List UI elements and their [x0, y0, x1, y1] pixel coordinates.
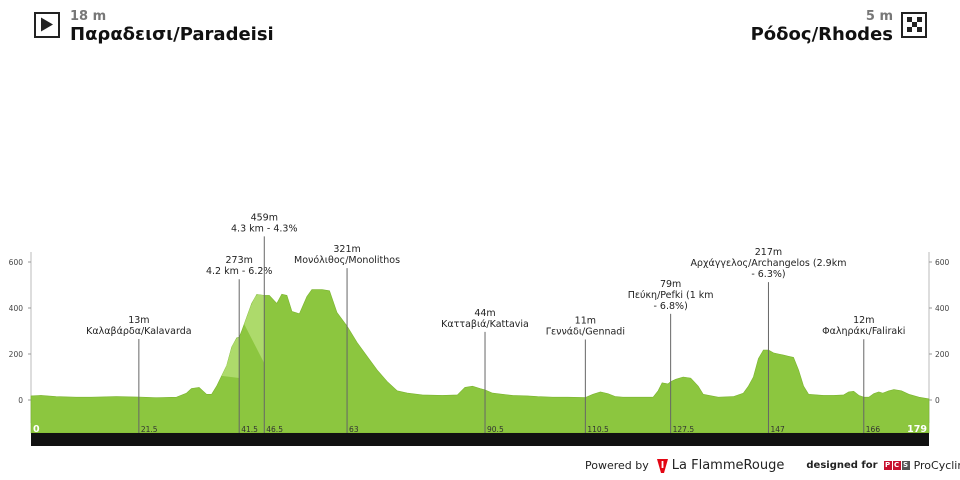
climb-annotation-text: 44m [474, 308, 495, 319]
footer-credits: Powered by La FlammeRouge designed for P… [585, 458, 960, 473]
y-tick-label-right: 600 [935, 258, 950, 267]
y-tick-label-right: 200 [935, 350, 950, 359]
climb-annotation-text: Καττaβιά/Kattavia [441, 319, 529, 330]
climb-annotation-text: - 6.3%) [751, 269, 785, 280]
climb-annotation-text: 12m [853, 315, 874, 326]
distance-label: 179 [907, 424, 927, 435]
distance-baseline-bar [31, 433, 929, 446]
distance-label: 21.5 [141, 425, 158, 434]
climb-annotation-text: Φαληράκι/Faliraki [822, 326, 905, 337]
climb-annotation-text: 13m [128, 315, 149, 326]
climb-annotation-text: Καλαβάρδα/Kalavarda [86, 326, 191, 337]
start-location: Παραδεισι/Paradeisi [70, 24, 274, 45]
finish-location: Ρόδος/Rhodes [750, 24, 893, 45]
powered-by-text: Powered by [585, 459, 649, 472]
climb-annotation-text: Αρχάγγελος/Archangelos (2.9km [690, 258, 846, 269]
y-tick-label-right: 400 [935, 304, 950, 313]
y-tick-label-left: 0 [18, 396, 23, 405]
climb-highlight [244, 294, 265, 364]
checkered-flag-icon [901, 12, 927, 38]
y-tick-label-left: 200 [9, 350, 24, 359]
pcs-logo-icon: P C S [883, 461, 911, 470]
flamme-rouge-logo-icon [656, 458, 668, 473]
pcs-letter: P [883, 461, 892, 470]
climb-annotation-text: 11m [575, 315, 596, 326]
climb-annotation-text: 79m [660, 279, 681, 290]
climb-annotation-text: Γεννάδι/Gennadi [546, 326, 625, 337]
procyclingstats-brand: ProCyclingStats [913, 459, 960, 472]
start-elevation: 18 m [70, 9, 107, 24]
climb-annotation-text: 273m [226, 255, 253, 266]
climb-highlight [221, 337, 240, 378]
finish-elevation: 5 m [865, 9, 893, 24]
distance-label: 63 [349, 425, 359, 434]
climb-annotation-text: 321m [333, 244, 360, 255]
pcs-letter: C [892, 461, 901, 470]
flamme-rouge-brand: La FlammeRouge [671, 458, 785, 473]
climb-annotation-text: 4.3 km - 4.3% [231, 223, 298, 234]
distance-label: 110.5 [587, 425, 609, 434]
y-tick-label-right: 0 [935, 396, 940, 405]
distance-label: 147 [770, 425, 785, 434]
distance-label: 46.5 [266, 425, 283, 434]
distance-label: 41.5 [241, 425, 258, 434]
climb-annotation-text: Μονόλιθος/Monolithos [294, 255, 400, 266]
climb-annotation-text: 459m [251, 212, 278, 223]
distance-label: 90.5 [487, 425, 504, 434]
y-tick-label-left: 600 [9, 258, 24, 267]
distance-label: 0 [33, 424, 40, 435]
climb-annotation-text: - 6.8%) [653, 301, 687, 312]
distance-label: 166 [866, 425, 881, 434]
pcs-letter: S [901, 461, 910, 470]
y-tick-label-left: 400 [9, 304, 24, 313]
distance-label: 127.5 [673, 425, 695, 434]
climb-annotation-text: Πεύκη/Pefki (1 km [628, 290, 714, 301]
climb-annotation-text: 217m [755, 247, 782, 258]
play-icon [34, 12, 60, 38]
designed-for-text: designed for [806, 460, 878, 471]
climb-annotation-text: 4.2 km - 6.2% [206, 266, 273, 277]
